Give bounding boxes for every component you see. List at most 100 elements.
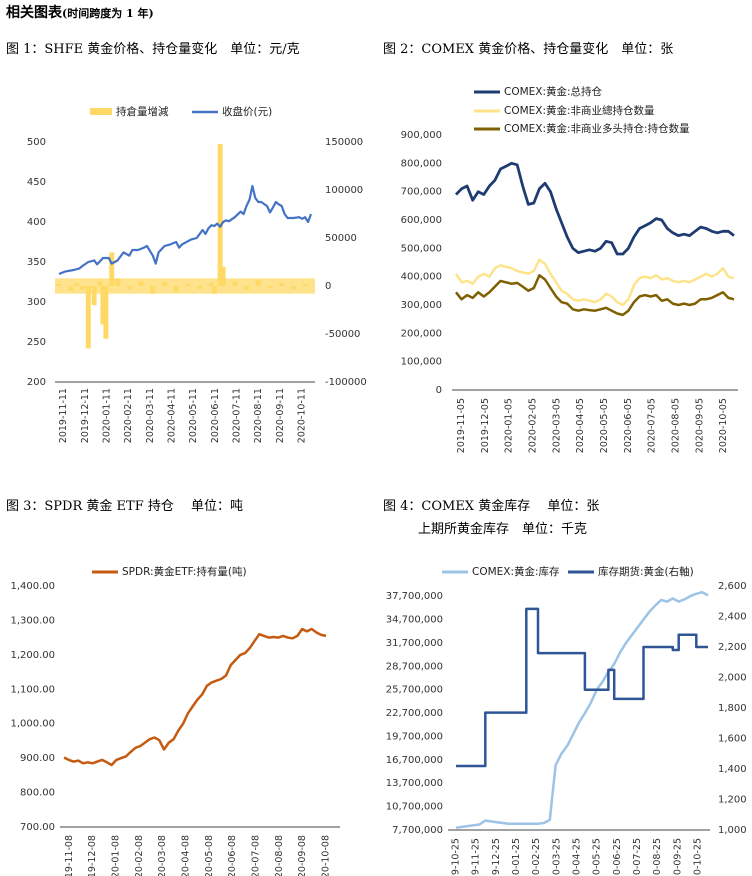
bar-1: [91, 286, 97, 306]
x-tick-3: 2020-08-08: [274, 835, 285, 876]
bar-1: [290, 286, 296, 289]
bar-1: [109, 252, 115, 286]
y-left-tick-4: 7,700,000: [392, 825, 443, 836]
line-2-long: [455, 274, 735, 317]
y-tick-2: 800,000: [401, 158, 442, 169]
y-right-tick-4: 1,800: [718, 703, 747, 714]
y-left-tick-1: 200: [27, 377, 46, 388]
x-tick-3: 2020-06-08: [227, 835, 238, 876]
y-left-tick-4: 31,700,000: [386, 638, 443, 649]
y-left-tick-4: 16,700,000: [386, 755, 443, 766]
legend-1-swatch-bar: [90, 108, 112, 115]
y-tick-3: 900.00: [20, 753, 55, 764]
x-tick-1: 2019-11-11: [58, 388, 69, 443]
x-tick-3: 2020-07-08: [251, 835, 262, 876]
x-tick-1: 2020-03-11: [145, 388, 156, 443]
bar-1: [79, 286, 85, 290]
legend-2-total: COMEX:黄金:总持仓: [504, 85, 603, 98]
x-tick-4: 2019-12-25: [491, 838, 502, 876]
y-tick-2: 400,000: [401, 272, 442, 283]
bar-1: [126, 286, 132, 289]
bar-1: [115, 278, 121, 286]
caption-figure-3: 图 3：SPDR 黄金 ETF 持仓 单位：吨: [6, 499, 243, 514]
legend-2-long: COMEX:黄金:非商业多头持仓:持仓数量: [504, 122, 690, 135]
y-tick-3: 1,000.00: [10, 719, 55, 730]
y-tick-3: 800.00: [20, 788, 55, 799]
y-right-tick-1: -100000: [325, 377, 367, 388]
y-tick-2: 0: [436, 385, 442, 396]
bar-1: [279, 283, 285, 286]
bar-1: [217, 143, 223, 286]
x-tick-4: 2020-06-25: [612, 838, 623, 876]
y-tick-2: 500,000: [401, 243, 442, 254]
y-tick-2: 200,000: [401, 328, 442, 339]
y-right-tick-4: 2,400: [718, 612, 747, 623]
x-tick-3: 2020-02-08: [134, 835, 145, 876]
bar-1: [302, 284, 308, 286]
caption-figure-4b: 上期所黄金库存 单位：千克: [418, 522, 588, 537]
y-left-tick-4: 22,700,000: [386, 708, 443, 719]
x-tick-2: 2020-08-05: [671, 398, 682, 453]
x-tick-4: 2020-08-25: [652, 838, 663, 876]
x-tick-1: 2020-08-11: [253, 388, 264, 443]
line-2-total: [455, 161, 735, 256]
bar-1: [185, 284, 191, 286]
x-tick-3: 2020-01-08: [111, 835, 122, 876]
y-right-tick-4: 1,200: [718, 795, 747, 806]
y-left-tick-4: 19,700,000: [386, 731, 443, 742]
y-left-tick-4: 10,700,000: [386, 802, 443, 813]
y-right-tick-1: 50000: [325, 233, 357, 244]
bar-1: [103, 286, 109, 339]
bar-1: [138, 281, 144, 286]
x-tick-3: 2020-03-08: [157, 835, 168, 876]
bar-1: [267, 286, 273, 288]
y-tick-3: 1,300.00: [10, 615, 55, 626]
x-tick-2: 2020-07-05: [647, 398, 658, 453]
y-right-tick-1: 150000: [325, 137, 363, 148]
x-tick-1: 2020-06-11: [210, 388, 221, 443]
x-tick-1: 2020-04-11: [167, 388, 178, 443]
x-tick-2: 2020-05-05: [599, 398, 610, 453]
x-tick-1: 2019-12-11: [80, 388, 91, 443]
legend-1-bar: 持倉量增減: [116, 105, 169, 118]
x-tick-4: 2020-01-25: [511, 838, 522, 876]
y-tick-3: 1,100.00: [10, 684, 55, 695]
x-tick-3: 2020-10-08: [321, 835, 332, 876]
x-tick-2: 2019-11-05: [456, 398, 467, 453]
y-tick-3: 1,400.00: [10, 581, 55, 592]
line-3-spdr: [63, 627, 327, 767]
bar-1: [255, 280, 261, 286]
y-left-tick-1: 250: [27, 337, 46, 348]
x-tick-4: 2019-11-25: [471, 838, 482, 876]
x-tick-2: 2020-10-05: [718, 398, 729, 453]
bar-1: [97, 281, 103, 286]
y-right-tick-4: 2,000: [718, 673, 747, 684]
x-tick-4: 2020-09-25: [672, 838, 683, 876]
y-left-tick-4: 28,700,000: [386, 661, 443, 672]
y-right-tick-1: 0: [325, 281, 331, 292]
y-tick-3: 700.00: [20, 822, 55, 833]
bar-1: [208, 283, 214, 286]
x-tick-3: 2019-12-08: [87, 835, 98, 876]
x-tick-4: 2020-02-25: [531, 838, 542, 876]
y-left-tick-1: 500: [27, 137, 46, 148]
y-left-tick-4: 25,700,000: [386, 685, 443, 696]
bar-1: [197, 286, 203, 289]
y-left-tick-1: 300: [27, 297, 46, 308]
x-tick-1: 2020-02-11: [123, 388, 134, 443]
y-right-tick-4: 2,200: [718, 642, 747, 653]
x-tick-3: 2020-05-08: [204, 835, 215, 876]
x-tick-2: 2020-01-05: [504, 398, 515, 453]
bar-1: [68, 286, 74, 291]
line-4-comex: [455, 590, 709, 829]
caption-figure-2: 图 2：COMEX 黄金价格、持仓量变化 单位：张: [383, 42, 674, 57]
x-tick-2: 2019-12-05: [480, 398, 491, 453]
x-tick-3: 2019-11-08: [64, 835, 75, 876]
bar-1: [173, 286, 179, 292]
caption-figure-1: 图 1：SHFE 黄金价格、持仓量变化 单位：元/克: [6, 42, 300, 57]
legend-4-shfe: 库存期货:黄金(右軸): [598, 565, 694, 578]
y-left-tick-1: 350: [27, 257, 46, 268]
bar-1: [100, 286, 106, 325]
header-title: 相关图表: [6, 5, 62, 21]
